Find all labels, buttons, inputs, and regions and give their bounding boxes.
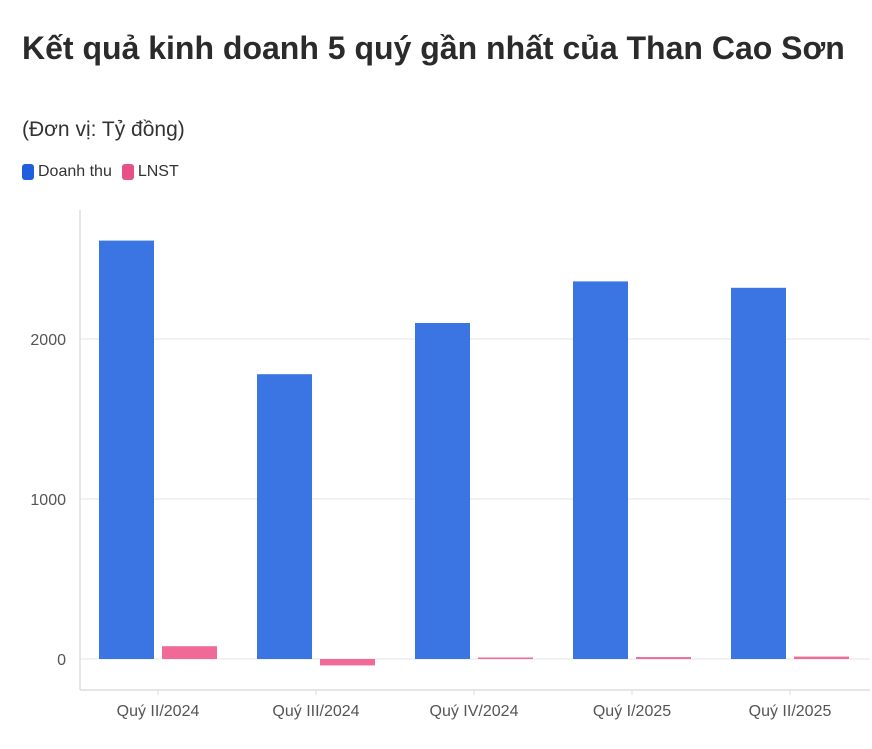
- bar-lnst-5[interactable]: [794, 656, 849, 659]
- x-tick-label-1: Quý II/2024: [117, 703, 200, 720]
- x-tick-label-4: Quý I/2025: [593, 703, 671, 720]
- legend-item-doanh-thu[interactable]: Doanh thu: [22, 163, 112, 181]
- y-tick-label-2000: 2000: [30, 332, 66, 349]
- legend-label-doanh-thu: Doanh thu: [38, 163, 112, 180]
- chart-title: Kết quả kinh doanh 5 quý gần nhất của Th…: [22, 30, 845, 66]
- bar-lnst-1[interactable]: [162, 646, 217, 659]
- bar-lnst-4[interactable]: [636, 657, 691, 659]
- y-tick-label-1000: 1000: [30, 492, 66, 509]
- x-tick-label-5: Quý II/2025: [749, 703, 832, 720]
- legend-label-lnst: LNST: [137, 163, 179, 180]
- bar-doanh-thu-1[interactable]: [99, 240, 154, 659]
- y-tick-label-0: 0: [57, 652, 66, 669]
- x-tick-label-2: Quý III/2024: [272, 703, 359, 720]
- chart-subtitle: (Đơn vị: Tỷ đồng): [22, 118, 185, 141]
- bar-doanh-thu-4[interactable]: [573, 281, 628, 659]
- bar-doanh-thu-2[interactable]: [257, 374, 312, 659]
- bar-lnst-2[interactable]: [320, 659, 375, 666]
- bar-lnst-3[interactable]: [478, 657, 533, 660]
- legend: Doanh thu LNST: [22, 163, 189, 181]
- legend-item-lnst[interactable]: LNST: [121, 163, 179, 181]
- bar-doanh-thu-3[interactable]: [415, 323, 470, 659]
- legend-swatch-lnst: [121, 164, 134, 180]
- bar-doanh-thu-5[interactable]: [731, 287, 786, 659]
- legend-swatch-doanh-thu: [22, 164, 34, 180]
- x-tick-label-3: Quý IV/2024: [430, 703, 519, 720]
